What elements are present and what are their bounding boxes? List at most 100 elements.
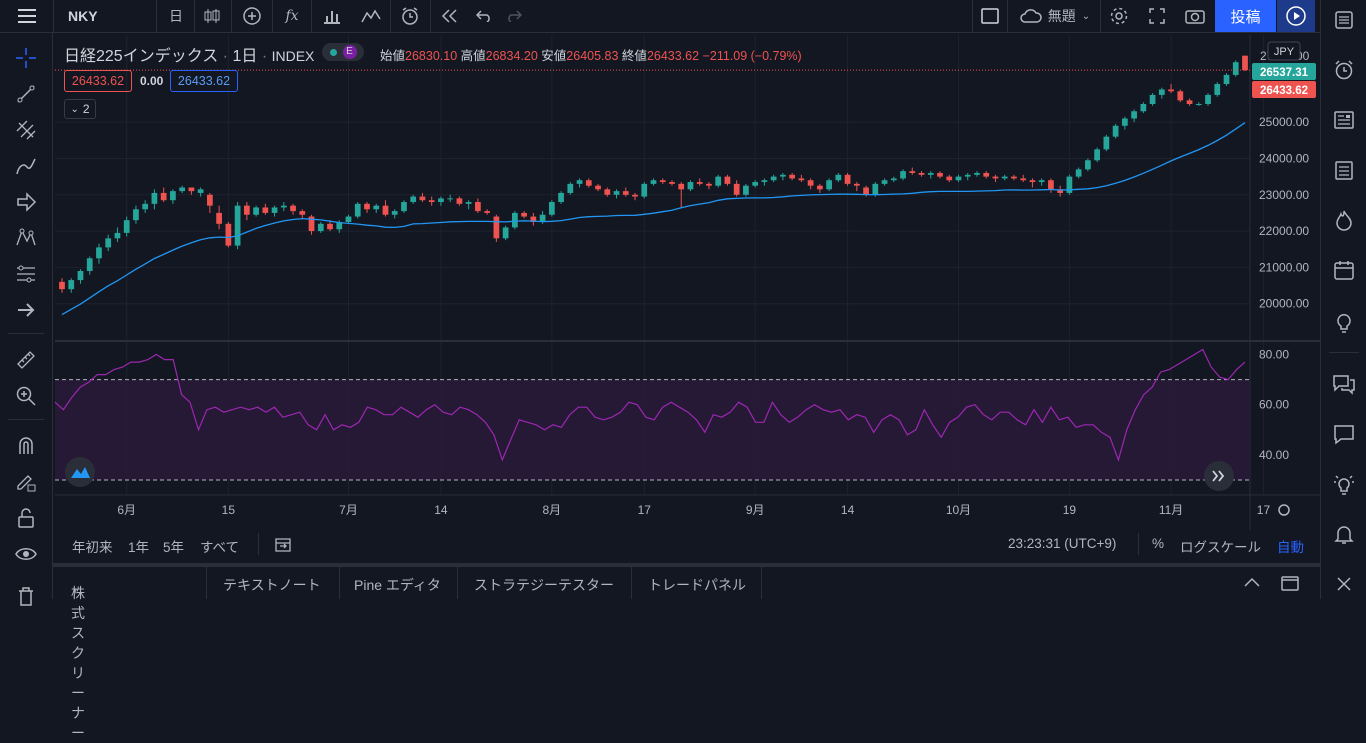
- trash-tool[interactable]: [0, 581, 52, 611]
- indicators-button[interactable]: fx: [274, 0, 310, 32]
- news-button[interactable]: [1321, 104, 1366, 136]
- calendar-list-button[interactable]: [1321, 154, 1366, 186]
- candle-body: [706, 183, 712, 186]
- gear-icon[interactable]: [1278, 504, 1290, 516]
- candle-body: [530, 216, 537, 222]
- range-1y[interactable]: 1年: [128, 540, 150, 555]
- candle-body: [789, 174, 795, 179]
- candle-body: [1020, 178, 1027, 181]
- gear-axis[interactable]: [1278, 504, 1290, 516]
- candle-body: [807, 180, 814, 186]
- tab-pine-editor[interactable]: Pine エディタ: [354, 577, 441, 593]
- panel-collapse-button[interactable]: [1243, 575, 1261, 591]
- templates-button[interactable]: [353, 0, 389, 32]
- crosshair-tool[interactable]: [0, 43, 52, 73]
- calendar-button[interactable]: [1321, 254, 1366, 286]
- candle-body: [863, 187, 869, 195]
- publish-button[interactable]: 投稿: [1215, 0, 1276, 32]
- date-range-button[interactable]: [274, 535, 292, 556]
- clock[interactable]: 23:23:31 (UTC+9): [1008, 536, 1117, 551]
- watchlist-button[interactable]: [1321, 4, 1366, 36]
- play-button[interactable]: [1277, 0, 1315, 32]
- prediction-tool[interactable]: [0, 259, 52, 289]
- range-all[interactable]: すべて: [200, 540, 240, 555]
- financials-button[interactable]: [313, 0, 351, 32]
- chat-button[interactable]: [1321, 368, 1366, 400]
- candle-body: [927, 172, 934, 175]
- snapshot-button[interactable]: [1178, 0, 1212, 32]
- price-scale[interactable]: 20000.00 21000.00 22000.00 23000.00 24000.00…: [1259, 115, 1309, 311]
- ideas-button[interactable]: [1321, 306, 1366, 338]
- compare-button[interactable]: [235, 0, 269, 32]
- magnet-tool[interactable]: [0, 431, 52, 461]
- time-tick-label: 14: [434, 503, 448, 517]
- ruler-tool[interactable]: [0, 345, 52, 375]
- lock-all-tool[interactable]: [0, 503, 52, 533]
- notifications-button[interactable]: [1321, 518, 1366, 550]
- tab-strategy-tester[interactable]: ストラテジーテスター: [474, 577, 614, 593]
- alert-button[interactable]: [392, 0, 428, 32]
- currency-badge[interactable]: [1267, 41, 1301, 61]
- range-5y[interactable]: 5年: [163, 540, 185, 555]
- replay-button[interactable]: [432, 0, 466, 32]
- alarm-clock-icon: [1335, 60, 1353, 80]
- price-tick-label: 21000.00: [1259, 260, 1309, 274]
- rsi-tick-label: 60.00: [1259, 398, 1289, 412]
- settings-button[interactable]: [1102, 0, 1136, 32]
- tv-logo-circle[interactable]: [65, 457, 95, 487]
- arrow-tool[interactable]: [0, 187, 52, 217]
- chart-canvas[interactable]: 20000.00 21000.00 22000.00 23000.00 24000.00…: [0, 0, 1320, 530]
- candle-body: [96, 247, 102, 259]
- candle-body: [1195, 103, 1202, 105]
- alarm-clock-icon: [402, 7, 418, 25]
- hide-drawings-tool[interactable]: [0, 539, 52, 569]
- sell-price-box[interactable]: 26433.62: [64, 70, 132, 92]
- range-ytd[interactable]: 年初来: [72, 540, 113, 555]
- menu-button[interactable]: [0, 0, 53, 32]
- save-layout-button[interactable]: 無題 ⌄: [1012, 0, 1098, 32]
- indicators-toggle[interactable]: ⌄ 2: [64, 99, 96, 119]
- scroll-right[interactable]: [1204, 461, 1234, 491]
- candle-body: [114, 232, 121, 239]
- layout-button[interactable]: [976, 0, 1004, 32]
- chart-type-button[interactable]: [196, 0, 228, 32]
- low-label: 安値: [541, 49, 567, 63]
- panel-maximize-button[interactable]: [1281, 575, 1299, 594]
- interval-button[interactable]: 日: [169, 8, 183, 24]
- symbol-search[interactable]: NKY: [68, 8, 98, 24]
- fib-tool[interactable]: [0, 115, 52, 145]
- zoom-tool[interactable]: [0, 381, 52, 411]
- legend-symbol-title[interactable]: 日経225インデックス: [64, 48, 219, 65]
- hotlist-button[interactable]: [1321, 204, 1366, 236]
- fullscreen-button[interactable]: [1140, 0, 1174, 32]
- market-status-pill[interactable]: E: [322, 43, 364, 61]
- trendline-tool[interactable]: [0, 79, 52, 109]
- undo-button[interactable]: [468, 0, 500, 32]
- help-button[interactable]: [1321, 468, 1366, 500]
- candle-body: [872, 183, 879, 195]
- tab-trade-panel[interactable]: トレードパネル: [648, 577, 746, 593]
- percent-toggle[interactable]: %: [1152, 536, 1165, 551]
- time-scale[interactable]: 6月 15 7月 14 8月 17 9月 14 10月 19 11月 17: [117, 503, 1270, 517]
- pattern-tool[interactable]: [0, 223, 52, 253]
- text-tool[interactable]: [0, 295, 52, 325]
- tab-text-notes[interactable]: テキストノート: [223, 577, 321, 593]
- brush-tool[interactable]: [0, 151, 52, 181]
- candle-body: [253, 207, 259, 215]
- auto-toggle[interactable]: 自動: [1277, 540, 1304, 555]
- candle-body: [77, 271, 84, 281]
- redo-button[interactable]: [498, 0, 530, 32]
- candle-body: [373, 205, 380, 210]
- scroll-right-circle[interactable]: [1204, 461, 1234, 491]
- candle-body: [770, 176, 777, 181]
- messages-button[interactable]: [1321, 418, 1366, 450]
- lock-drawing-tool[interactable]: [0, 467, 52, 497]
- collapse-sidebar-button[interactable]: [1321, 568, 1366, 600]
- log-toggle[interactable]: ログスケール: [1180, 540, 1261, 555]
- buy-price-box[interactable]: 26433.62: [170, 70, 238, 92]
- rsi-scale[interactable]: 40.00 60.00 80.00: [1259, 348, 1289, 462]
- low-value: 26405.83: [566, 49, 619, 63]
- ohlc-row: 始値26830.10 高値26834.20 安値26405.83 終値26433…: [380, 45, 802, 64]
- alerts-button[interactable]: [1321, 54, 1366, 86]
- tv-logo[interactable]: [65, 457, 95, 487]
